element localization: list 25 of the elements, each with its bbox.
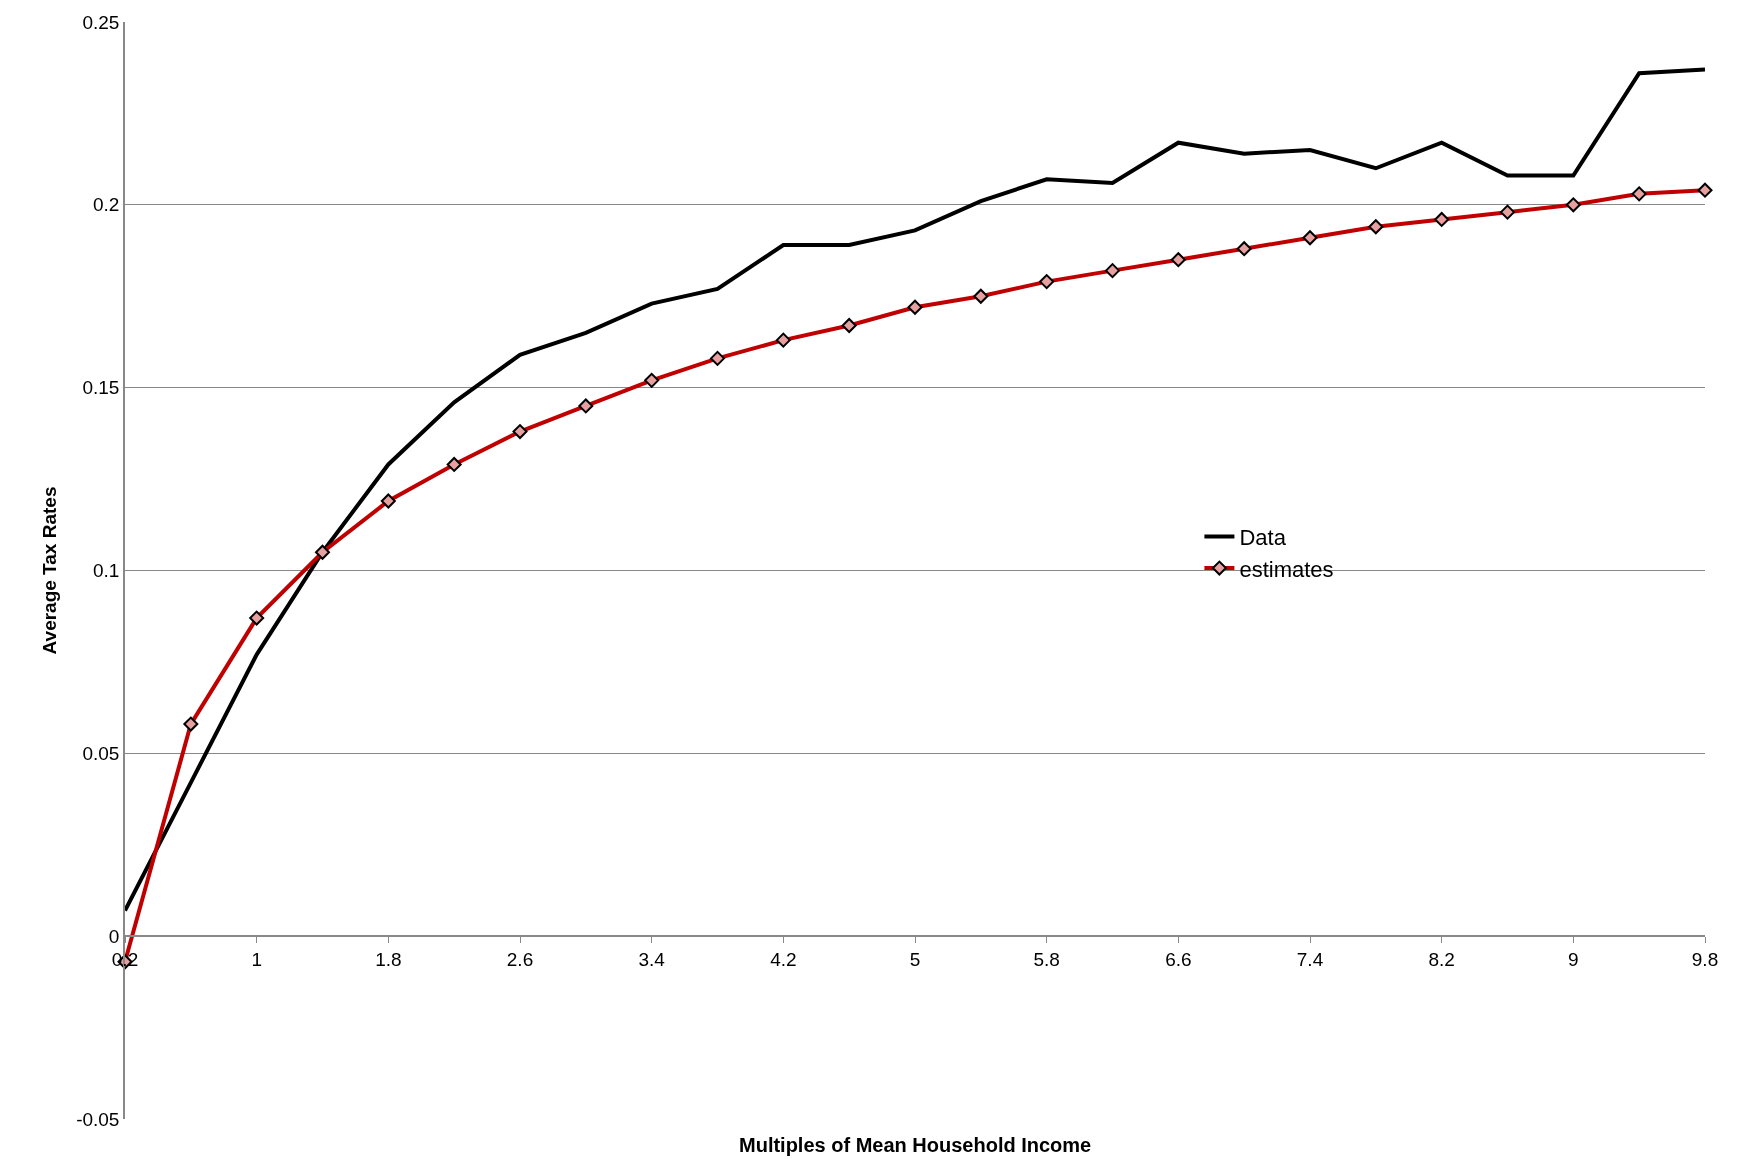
y-tick-label: 0.25 bbox=[82, 11, 120, 33]
y-tick-label: -0.05 bbox=[76, 1108, 120, 1130]
x-tick-label: 9.8 bbox=[1691, 948, 1719, 970]
y-tick-label: 0.15 bbox=[82, 377, 120, 399]
x-tick-label: 6.6 bbox=[1165, 948, 1192, 970]
point bbox=[315, 544, 330, 560]
legend-label: estimates bbox=[1239, 556, 1334, 582]
y-tick-label: 0.2 bbox=[93, 194, 120, 216]
x-tick-label: 1 bbox=[251, 948, 262, 970]
y-tick-label: 0.05 bbox=[82, 742, 120, 764]
x-tick-label: 4.2 bbox=[770, 948, 797, 970]
y-axis-title: Average Tax Rates bbox=[39, 486, 61, 655]
y-tick-label: 0.1 bbox=[93, 560, 120, 582]
x-tick-label: 2.6 bbox=[506, 948, 534, 970]
x-tick-label: 1.8 bbox=[375, 948, 402, 970]
x-tick-label: 3.4 bbox=[638, 948, 666, 970]
y-tick-label: 0 bbox=[108, 925, 120, 947]
legend-label: Data bbox=[1239, 525, 1287, 551]
line-series bbox=[125, 67, 1705, 913]
x-tick-label: 5.8 bbox=[1033, 948, 1060, 970]
x-tick-label: 9 bbox=[1568, 948, 1579, 970]
x-tick-label: 5 bbox=[909, 948, 921, 970]
x-tick-label: 8.2 bbox=[1428, 948, 1455, 970]
x-axis-title: Multiples of Mean Household Income bbox=[739, 1134, 1092, 1156]
x-tick-label: 7.4 bbox=[1296, 948, 1324, 970]
